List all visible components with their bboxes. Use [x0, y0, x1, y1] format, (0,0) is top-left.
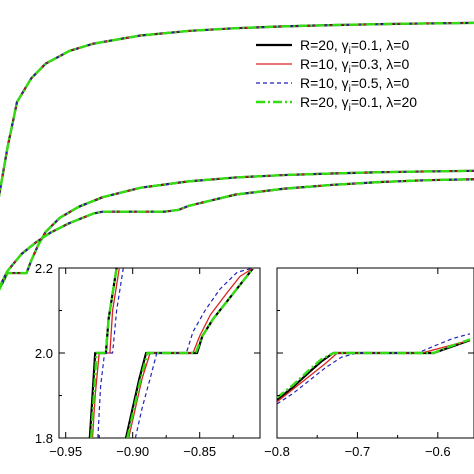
- main-curve-lower-series-3: [0, 178, 474, 288]
- main-curves: [0, 21, 474, 291]
- inset-left-curves: [88, 268, 255, 438]
- legend-label-1: R=20, γi=0.1, λ=0: [300, 37, 409, 57]
- inset-right-axes: −0.8 −0.7 −0.6: [264, 267, 474, 459]
- inset-right-curves: [277, 333, 471, 405]
- main-curve-upper-series-4: [0, 21, 474, 198]
- inset-left-xtick-label-2: −0.90: [116, 444, 149, 459]
- inset-left-series-3-curve-1: [97, 268, 124, 438]
- chart-legend: R=20, γi=0.1, λ=0R=10, γi=0.3, λ=0R=10, …: [248, 32, 474, 114]
- inset-right-series-4-curve-1: [277, 338, 471, 399]
- inset-left-axes: −0.95 −0.90 −0.85 1.8 2.0 2.2: [35, 261, 260, 459]
- inset-right-xtick-label-3: −0.6: [425, 444, 451, 459]
- inset-right-panel: −0.8 −0.7 −0.6: [264, 267, 474, 459]
- legend-label-4: R=20, γi=0.1, λ=20: [300, 94, 417, 114]
- inset-left-ytick-label-3: 2.2: [35, 261, 53, 276]
- main-plot-panel: [0, 21, 474, 291]
- inset-right-xtick-label-2: −0.7: [345, 444, 371, 459]
- inset-right-series-3-curve-1: [277, 333, 471, 405]
- legend-label-3: R=10, γi=0.5, λ=0: [300, 75, 409, 95]
- inset-left-ytick-label-2: 2.0: [35, 346, 53, 361]
- inset-left-series-4-curve-1: [89, 268, 118, 438]
- inset-left-xtick-label-1: −0.95: [49, 444, 82, 459]
- inset-left-series-3-curve-2: [134, 268, 254, 438]
- inset-right-xtick-label-1: −0.8: [264, 444, 290, 459]
- inset-right-series-2-curve-1: [277, 339, 471, 403]
- inset-left-ytick-label-1: 1.8: [35, 431, 53, 446]
- inset-left-xtick-label-3: −0.85: [183, 444, 216, 459]
- main-curve-middle-series-4: [0, 169, 474, 291]
- legend-label-2: R=10, γi=0.3, λ=0: [300, 56, 409, 76]
- inset-left-panel: −0.95 −0.90 −0.85 1.8 2.0 2.2: [35, 261, 261, 459]
